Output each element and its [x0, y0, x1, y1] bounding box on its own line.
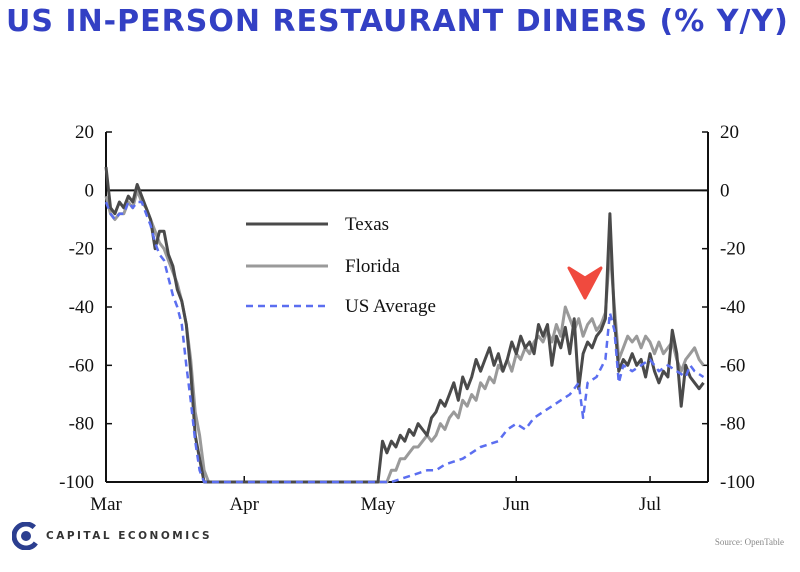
left-y-tick-label: -40 [69, 297, 94, 318]
right-axis: 20 0 -20 -40 -60 -80 -100 [702, 122, 755, 493]
legend-label: Florida [345, 256, 400, 277]
left-y-tick-label: -60 [69, 355, 94, 376]
company-logo: CAPITAL ECONOMICS [12, 522, 212, 550]
annotation-arrow-icon [567, 266, 603, 300]
legend-label: US Average [345, 296, 436, 317]
left-y-tick-label: -80 [69, 414, 94, 435]
right-y-tick-label: -60 [720, 355, 745, 376]
red-chevron-down-icon [567, 266, 603, 300]
x-tick-label: May [361, 494, 396, 515]
left-y-tick-label: 0 [85, 180, 95, 201]
x-tick-label: Jul [639, 494, 661, 515]
right-y-tick-label: -80 [720, 414, 745, 435]
right-y-tick-label: -40 [720, 297, 745, 318]
series-line-us-average [104, 200, 705, 484]
series-lines [104, 166, 705, 484]
x-tick-label: Mar [90, 494, 122, 515]
page-title: US IN-PERSON RESTAURANT DINERS (% Y/Y) [6, 4, 789, 39]
source-note: Source: OpenTable [714, 537, 784, 547]
series-line-texas [104, 166, 705, 484]
right-y-tick-label: -20 [720, 239, 745, 260]
x-tick-label: Jun [503, 494, 530, 515]
company-name: CAPITAL ECONOMICS [46, 530, 213, 542]
left-axis: 20 0 -20 -40 -60 -80 -100 [59, 122, 112, 493]
capital-economics-c-logo-icon [12, 522, 40, 550]
left-y-tick-label: -100 [59, 472, 94, 493]
legend-label: Texas [345, 214, 389, 235]
left-y-tick-label: -20 [69, 239, 94, 260]
chart-legend: Texas Florida US Average [246, 214, 436, 317]
x-tick-label: Apr [229, 494, 259, 515]
right-y-tick-label: 20 [720, 122, 739, 143]
right-y-tick-label: 0 [720, 180, 730, 201]
right-y-tick-label: -100 [720, 472, 755, 493]
left-y-tick-label: 20 [75, 122, 94, 143]
x-axis: Mar Apr May Jun Jul [90, 189, 708, 515]
